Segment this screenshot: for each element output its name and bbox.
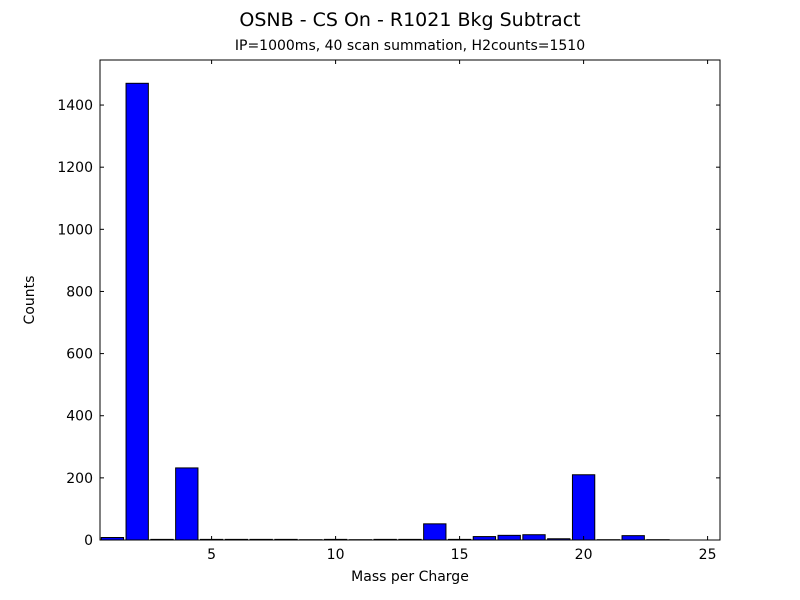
x-tick-label: 20 [575, 547, 593, 563]
ticks-group [100, 60, 720, 541]
x-tick-label: 10 [327, 547, 345, 563]
bar-mass-18 [522, 534, 546, 541]
x-tick-label: 5 [207, 547, 216, 563]
bar-mass-17 [497, 534, 521, 541]
chart-subtitle: IP=1000ms, 40 scan summation, H2counts=1… [234, 38, 586, 54]
bar-mass-20 [571, 474, 596, 541]
bar-mass-2 [125, 82, 149, 541]
plot-frame [99, 59, 721, 541]
chart-title: OSNB - CS On - R1021 Bkg Subtract [239, 9, 581, 31]
y-tick-label: 1200 [57, 160, 93, 176]
bar-mass-22 [621, 535, 645, 541]
x-tick-label: 25 [699, 547, 717, 563]
y-tick-label: 0 [84, 533, 93, 549]
x-axis-label: Mass per Charge [351, 569, 469, 585]
x-tick-label: 15 [451, 547, 469, 563]
bar-mass-4 [175, 467, 199, 541]
y-tick-label: 600 [66, 347, 93, 363]
bar-mass-16 [472, 536, 497, 541]
y-tick-label: 800 [66, 284, 93, 300]
y-tick-label: 400 [66, 409, 93, 425]
bars-group [100, 82, 670, 541]
bar-mass-14 [423, 523, 447, 541]
tick-labels-group: 5 10 15 20 25 0 200 400 600 800 1000 1200 1400 [57, 98, 716, 563]
y-tick-label: 1400 [57, 98, 93, 114]
y-axis-label: Counts [22, 275, 38, 325]
y-tick-label: 1000 [57, 222, 93, 238]
y-tick-label: 200 [66, 471, 93, 487]
